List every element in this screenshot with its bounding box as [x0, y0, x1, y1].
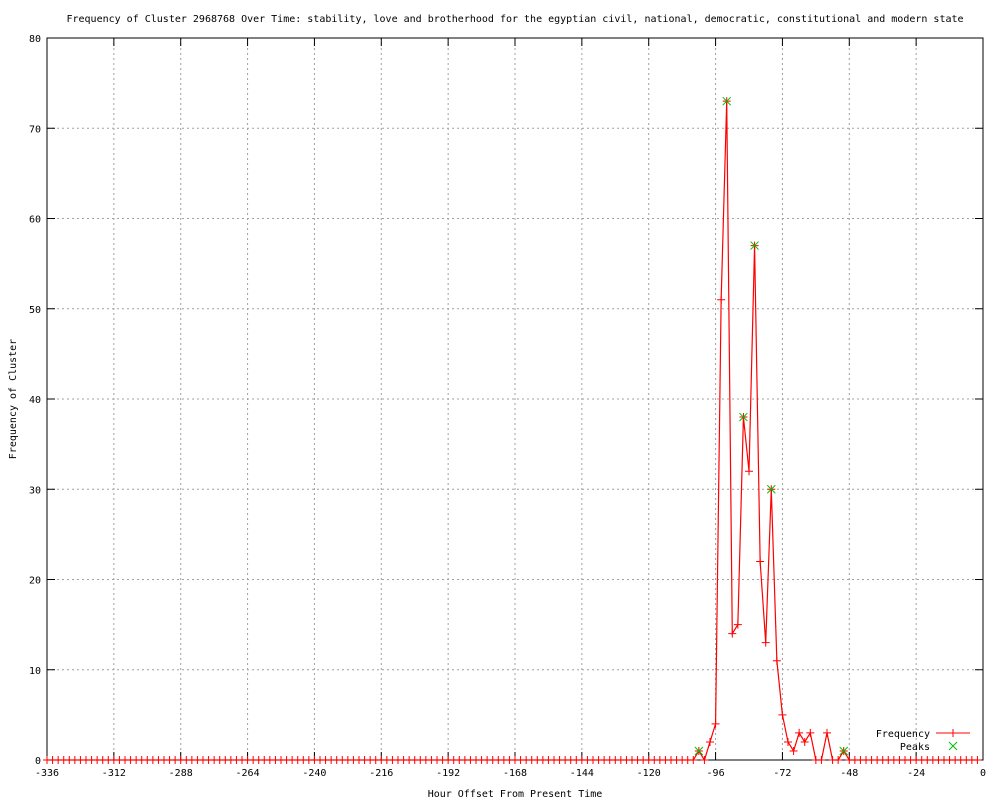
frequency-point	[795, 728, 804, 737]
peak-point	[839, 746, 849, 756]
legend-marker-frequency	[949, 729, 957, 737]
frequency-point	[717, 295, 726, 304]
frequency-point	[778, 710, 787, 719]
x-tick-label: -168	[503, 768, 527, 779]
y-tick-label: 40	[29, 395, 41, 406]
frequency-point	[706, 737, 714, 746]
x-tick-label: -192	[436, 768, 460, 779]
frequency-point	[756, 557, 765, 566]
x-tick-label: -48	[840, 768, 858, 779]
x-tick-label: -288	[169, 768, 193, 779]
frequency-point	[834, 756, 843, 764]
y-tick-label: 60	[29, 215, 41, 226]
frequency-point	[700, 756, 709, 764]
x-tick-label: -216	[369, 768, 393, 779]
peak-point	[739, 412, 748, 422]
frequency-point	[806, 728, 815, 737]
y-tick-label: 0	[35, 756, 41, 767]
peak-point	[694, 746, 704, 756]
x-tick-label: -240	[302, 768, 326, 779]
grid	[47, 38, 983, 760]
frequency-point	[733, 620, 742, 629]
frequency-point	[789, 746, 798, 755]
series	[43, 96, 982, 764]
x-axis-label: Hour Offset From Present Time	[428, 789, 603, 800]
x-tick-label: -72	[773, 768, 791, 779]
frequency-point	[817, 756, 826, 764]
frequency-point	[973, 756, 982, 764]
frequency-point	[772, 656, 781, 665]
peak-point	[722, 96, 732, 106]
x-tick-label: 0	[980, 768, 986, 779]
frequency-point	[823, 728, 831, 737]
frequency-line	[47, 101, 978, 762]
y-tick-label: 70	[29, 124, 41, 135]
y-tick-label: 10	[29, 666, 41, 677]
chart-title: Frequency of Cluster 2968768 Over Time: …	[66, 14, 963, 25]
frequency-point	[800, 737, 809, 746]
legend-label-peaks: Peaks	[900, 742, 930, 753]
x-tick-label: -24	[907, 768, 925, 779]
y-axis-label: Frequency of Cluster	[8, 339, 19, 459]
y-tick-label: 50	[29, 305, 41, 316]
legend: Frequency Peaks	[876, 729, 970, 753]
frequency-point	[745, 467, 753, 476]
frequency-point	[761, 638, 770, 647]
x-tick-label: -120	[637, 768, 661, 779]
y-tick-label: 20	[29, 576, 41, 587]
peak-point	[766, 484, 776, 494]
y-tick-label: 30	[29, 485, 41, 496]
peak-point	[750, 241, 759, 250]
x-tick-label: -264	[236, 768, 260, 779]
legend-label-frequency: Frequency	[876, 729, 930, 740]
frequency-point	[689, 756, 698, 764]
frequency-point	[784, 737, 792, 746]
x-tick-label: -144	[570, 768, 594, 779]
ticks: -336 -312 -288 -264 -240 -216 -192 -168 -144 -120…	[29, 34, 986, 779]
x-tick-label: -96	[707, 768, 725, 779]
x-tick-label: -312	[102, 768, 126, 779]
legend-marker-peaks	[948, 741, 958, 751]
frequency-point	[728, 629, 737, 638]
frequency-point	[711, 719, 720, 728]
y-tick-label: 80	[29, 34, 41, 45]
x-tick-label: -336	[35, 768, 59, 779]
